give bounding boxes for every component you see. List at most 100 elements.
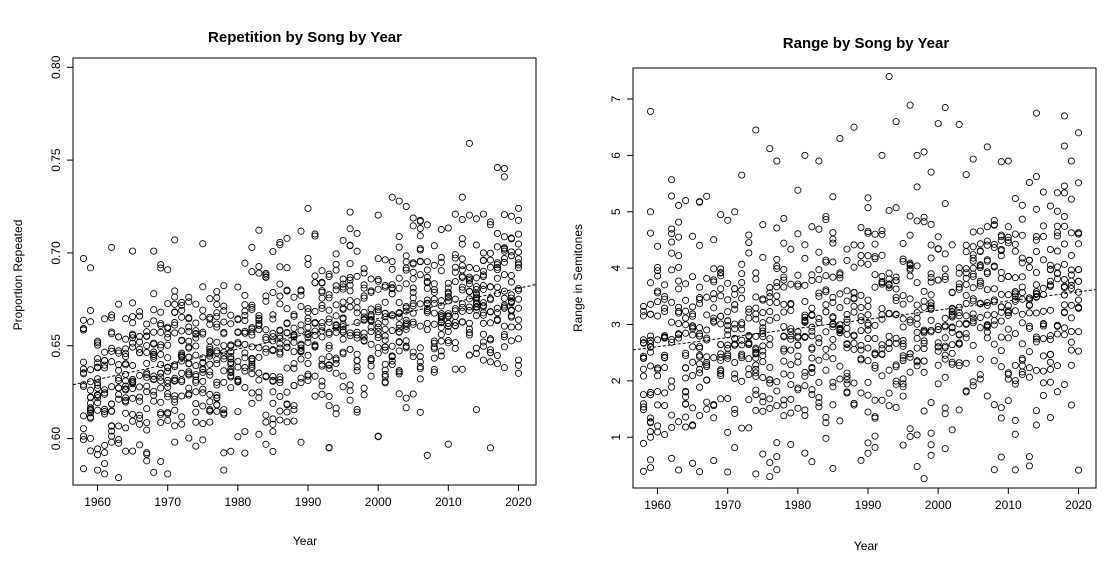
range-x-tick-label: 1990	[855, 498, 882, 512]
range-point	[794, 386, 802, 394]
range-point	[717, 353, 725, 361]
range-point	[801, 313, 809, 321]
repetition-point	[115, 390, 123, 399]
range-point	[710, 317, 718, 325]
repetition-point	[199, 313, 207, 321]
range-point	[850, 308, 858, 316]
range-point	[829, 193, 837, 201]
range-point	[941, 410, 949, 418]
repetition-point	[199, 330, 207, 338]
repetition-point	[437, 314, 445, 322]
range-point	[808, 271, 816, 279]
range-point	[906, 316, 914, 324]
range-point	[857, 456, 865, 464]
repetition-point	[206, 345, 214, 354]
range-point	[822, 345, 830, 353]
range-point	[1046, 413, 1054, 422]
range-point	[1074, 303, 1083, 311]
range-point	[829, 273, 837, 281]
repetition-point	[178, 313, 186, 321]
range-point	[962, 280, 970, 288]
repetition-point	[444, 313, 452, 321]
range-point	[906, 231, 914, 239]
range-point	[780, 283, 788, 291]
range-point	[871, 351, 879, 359]
repetition-point	[79, 432, 88, 440]
range-point	[661, 333, 669, 341]
repetition-point	[388, 281, 396, 289]
repetition-point	[423, 279, 431, 287]
range-point	[668, 411, 676, 419]
repetition-point	[276, 334, 284, 342]
repetition-point	[479, 249, 487, 257]
repetition-point	[199, 368, 207, 376]
range-point	[864, 344, 872, 352]
repetition-point	[514, 316, 523, 324]
repetition-point	[458, 255, 466, 263]
range-point	[941, 404, 949, 412]
range-point	[983, 223, 991, 231]
repetition-point	[206, 390, 214, 398]
repetition-point	[206, 315, 214, 323]
range-point	[878, 345, 886, 353]
repetition-point	[465, 139, 473, 147]
repetition-point	[465, 351, 473, 359]
repetition-point	[86, 414, 95, 422]
range-point	[682, 196, 690, 205]
range-point	[843, 287, 851, 295]
repetition-point	[381, 343, 389, 351]
repetition-point	[136, 441, 144, 449]
range-point	[913, 262, 921, 270]
range-point	[997, 414, 1005, 422]
range-point	[738, 350, 746, 358]
range-point	[654, 263, 662, 271]
range-point	[906, 272, 914, 280]
repetition-point	[178, 349, 186, 357]
range-point	[773, 283, 781, 291]
range-point	[1053, 270, 1061, 278]
repetition-point	[192, 376, 200, 384]
range-point	[1067, 157, 1075, 165]
repetition-point	[122, 409, 130, 417]
repetition-point	[171, 287, 179, 295]
repetition-point	[248, 370, 256, 378]
repetition-point	[108, 314, 116, 322]
repetition-point	[409, 222, 417, 230]
repetition-point	[402, 302, 410, 311]
range-point	[682, 413, 690, 421]
range-point	[773, 255, 781, 263]
repetition-point	[283, 319, 291, 327]
range-point	[668, 249, 676, 257]
range-point	[1011, 290, 1019, 298]
repetition-point	[122, 447, 130, 455]
repetition-point	[402, 280, 410, 288]
repetition-point	[395, 243, 403, 251]
repetition-point	[79, 324, 88, 332]
repetition-point	[150, 375, 158, 383]
repetition-point	[458, 286, 466, 294]
repetition-point	[129, 299, 137, 307]
range-point	[738, 352, 746, 360]
repetition-point	[122, 394, 130, 402]
repetition-point	[297, 327, 305, 335]
repetition-point	[346, 208, 354, 216]
repetition-x-tick-label: 1960	[84, 495, 111, 509]
repetition-point	[276, 238, 284, 246]
repetition-point	[304, 376, 312, 385]
repetition-point	[276, 340, 284, 348]
repetition-point	[220, 409, 228, 417]
range-point	[892, 118, 900, 126]
repetition-point	[108, 422, 116, 430]
range-point	[1011, 377, 1019, 385]
repetition-point	[360, 316, 368, 324]
range-point	[913, 344, 921, 352]
range-point	[1060, 240, 1068, 248]
repetition-point	[136, 383, 144, 391]
repetition-point	[101, 390, 109, 398]
repetition-point	[514, 259, 523, 267]
range-point	[661, 292, 669, 301]
repetition-point	[122, 350, 130, 358]
repetition-point	[479, 330, 487, 338]
repetition-point	[325, 270, 333, 278]
range-point	[1046, 378, 1054, 386]
